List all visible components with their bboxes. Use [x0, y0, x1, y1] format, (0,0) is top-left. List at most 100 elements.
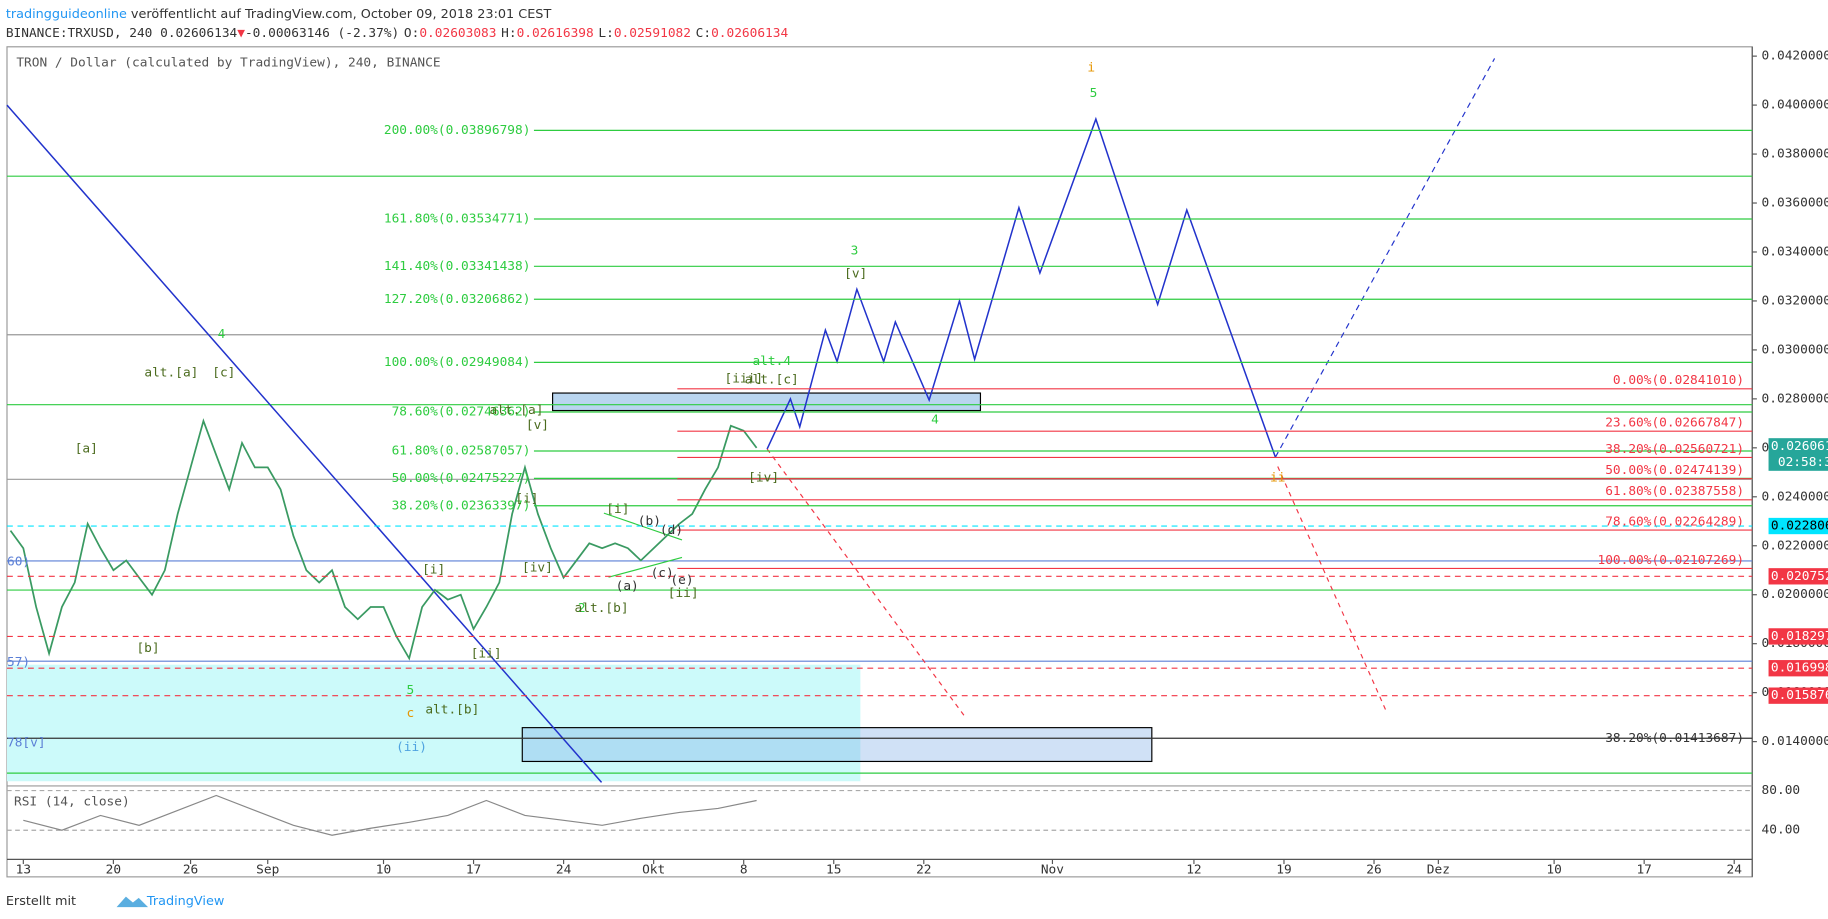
wave-label: [ii]: [471, 647, 502, 662]
price-tag: [1768, 568, 1828, 585]
forecast-dashed: [1277, 466, 1388, 714]
y-tick-label: 0.03800000: [1762, 147, 1828, 162]
box: [552, 392, 982, 412]
y-tick-label: 0.03400000: [1762, 244, 1828, 259]
x-tick-label: 24: [556, 862, 572, 877]
wave-label: alt.[b]: [425, 703, 479, 718]
y-tick-label: 0.03000000: [1762, 342, 1828, 357]
fib-label: 38.20%(0.02363397): [392, 498, 531, 513]
wave-label: (b): [638, 514, 661, 529]
wave-label: [b]: [136, 641, 159, 656]
price-tag-label: 0.02606134: [1771, 439, 1828, 454]
fib-label: 50.00%(0.02474139): [1605, 463, 1744, 478]
arrow: ▼: [237, 25, 245, 40]
wave-label: alt.[b]: [575, 601, 629, 616]
left-label: 60): [7, 555, 30, 570]
wave-label: [i]: [422, 563, 445, 578]
chart-title: TRON / Dollar (calculated by TradingView…: [16, 56, 440, 71]
fib-label: 38.20%(0.01413687): [1605, 731, 1744, 746]
y-tick-label: 0.02400000: [1762, 489, 1828, 504]
x-tick-label: 22: [916, 862, 931, 877]
fib-label: 200.00%(0.03896798): [384, 123, 531, 138]
rsi-tick-label: 80.00: [1762, 783, 1801, 798]
y-tick-label: 0.02800000: [1762, 391, 1828, 406]
price-tag: [1768, 687, 1828, 704]
triangle-line: [608, 556, 683, 578]
wave-label: (e): [670, 573, 693, 588]
x-tick-label: 17: [1636, 862, 1651, 877]
wave-label: alt.[a]: [144, 366, 198, 381]
x-tick-label: 26: [183, 862, 198, 877]
x-tick-label: 24: [1726, 862, 1742, 877]
ohlc-value: 0.02606134: [711, 25, 788, 40]
fib-label: 50.00%(0.02475227): [392, 471, 531, 486]
y-tick-label: 0.04000000: [1762, 98, 1828, 113]
y-tick-label: 0.04200000: [1762, 49, 1828, 64]
fib-label: 61.80%(0.02387558): [1605, 484, 1744, 499]
x-tick-label: 10: [1546, 862, 1561, 877]
price-tag: [1768, 438, 1828, 455]
wave-label: [i]: [515, 492, 538, 507]
wave-label: (d): [660, 523, 683, 538]
wave-label: ii: [1270, 471, 1285, 486]
fib-label: 38.20%(0.02560721): [1605, 442, 1744, 457]
price-tag-label: 0.01699807: [1771, 661, 1828, 676]
published: veröffentlicht auf TradingView.com, Octo…: [127, 7, 552, 22]
footer-brand[interactable]: TradingView: [146, 894, 224, 909]
fib-label: 100.00%(0.02949084): [384, 355, 531, 370]
fib-label: 78.60%(0.02746362): [392, 405, 531, 420]
x-tick-label: Nov: [1041, 862, 1064, 877]
wave-label: [i]: [606, 502, 629, 517]
left-label: 57): [7, 655, 30, 670]
wave-label: alt.[c]: [745, 373, 799, 388]
wave-label: [iv]: [522, 560, 553, 575]
price-line: [9, 418, 758, 661]
price-tag: [1768, 660, 1828, 677]
author: tradingguideonline: [6, 7, 127, 22]
ohlc-key: H:: [501, 25, 516, 40]
wave-label: alt.4: [752, 354, 791, 369]
y-tick-label: 0.01400000: [1762, 734, 1828, 749]
ohlc-key: L:: [598, 25, 613, 40]
wave-label: i: [1087, 60, 1095, 75]
x-tick-label: 20: [106, 862, 121, 877]
wave-label: alt.[a]: [489, 403, 543, 418]
ohlc-key: C:: [696, 25, 711, 40]
wave-label: 2: [578, 601, 586, 616]
wave-label: [a]: [75, 442, 98, 457]
price-tag-label: 0.01587681: [1771, 688, 1828, 703]
wave-label: [v]: [844, 267, 867, 282]
wave-label: (a): [616, 579, 639, 594]
x-tick-label: Dez: [1427, 862, 1450, 877]
fib-label: 78.60%(0.02264289): [1605, 514, 1744, 529]
left-label: 78[v]: [7, 735, 46, 750]
last: 0.02606134: [160, 25, 237, 40]
x-tick-label: 8: [740, 862, 748, 877]
footer-prefix: Erstellt mit: [6, 894, 76, 909]
logo: [116, 896, 149, 908]
rsi-line: [23, 794, 757, 836]
wave-label: [ii]: [668, 586, 699, 601]
forecast-dashed: [1274, 58, 1496, 458]
x-tick-label: 13: [16, 862, 31, 877]
header-line: tradingguideonline veröffentlicht auf Tr…: [6, 7, 552, 22]
x-tick-label: 19: [1276, 862, 1291, 877]
x-tick-label: Sep: [256, 862, 279, 877]
rsi-tick-label: 40.00: [1762, 823, 1801, 838]
triangle-line: [603, 512, 683, 541]
x-tick-label: 15: [826, 862, 841, 877]
fib-label: 127.20%(0.03206862): [384, 292, 531, 307]
fib-label: 0.00%(0.02841010): [1613, 373, 1744, 388]
ohlc-key: O:: [404, 25, 419, 40]
fib-label: 100.00%(0.02107269): [1597, 553, 1744, 568]
price-tag-label: 0.01829700: [1771, 629, 1828, 644]
fib-label: 161.80%(0.03534771): [384, 211, 531, 226]
symbol: BINANCE:TRXUSD, 240: [6, 25, 153, 40]
x-tick-label: Okt: [642, 862, 665, 877]
y-tick-label: 0.02200000: [1762, 538, 1828, 553]
wave-label: (ii): [396, 740, 427, 755]
x-tick-label: 10: [376, 862, 391, 877]
wave-label: c: [407, 706, 415, 721]
ohlc: O:0.02603083 H:0.02616398 L:0.02591082 C:0.…: [404, 25, 789, 40]
